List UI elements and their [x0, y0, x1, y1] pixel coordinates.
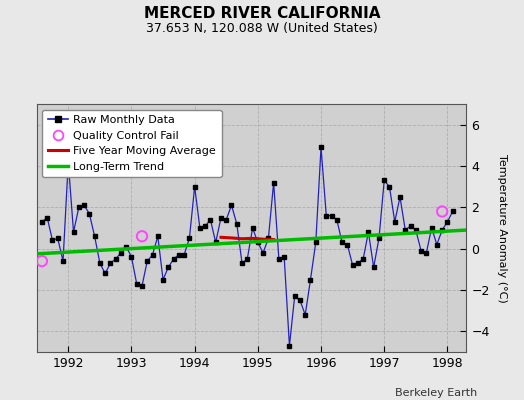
Legend: Raw Monthly Data, Quality Control Fail, Five Year Moving Average, Long-Term Tren: Raw Monthly Data, Quality Control Fail, … — [42, 110, 222, 177]
Point — [138, 233, 146, 240]
Point — [38, 258, 46, 264]
Y-axis label: Temperature Anomaly (°C): Temperature Anomaly (°C) — [497, 154, 507, 302]
Text: Berkeley Earth: Berkeley Earth — [395, 388, 477, 398]
Text: 37.653 N, 120.088 W (United States): 37.653 N, 120.088 W (United States) — [146, 22, 378, 35]
Point — [438, 208, 446, 215]
Text: MERCED RIVER CALIFORNIA: MERCED RIVER CALIFORNIA — [144, 6, 380, 21]
